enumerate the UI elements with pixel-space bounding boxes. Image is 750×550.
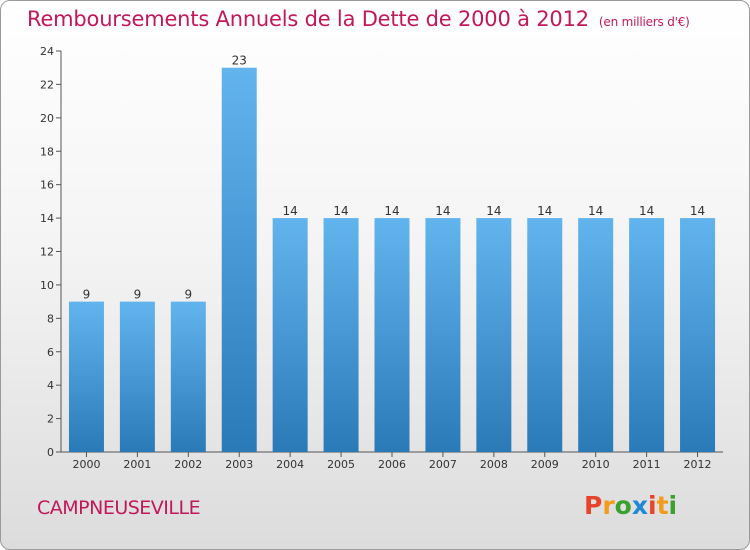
y-tick-label: 18 bbox=[40, 145, 54, 158]
x-tick-label: 2011 bbox=[633, 458, 661, 471]
data-label: 14 bbox=[639, 204, 654, 218]
x-tick-label: 2002 bbox=[174, 458, 202, 471]
bar bbox=[629, 218, 665, 452]
x-tick-label: 2006 bbox=[378, 458, 406, 471]
y-tick-label: 14 bbox=[40, 212, 54, 225]
chart-subtitle: (en milliers d'€) bbox=[598, 15, 690, 29]
bar bbox=[374, 218, 410, 452]
data-label: 14 bbox=[537, 204, 552, 218]
y-tick-label: 0 bbox=[47, 446, 54, 459]
chart-title: Remboursements Annuels de la Dette de 20… bbox=[27, 7, 690, 31]
data-label: 9 bbox=[83, 288, 91, 302]
data-label: 14 bbox=[690, 204, 705, 218]
bar bbox=[578, 218, 614, 452]
x-tick-label: 2000 bbox=[72, 458, 100, 471]
data-label: 23 bbox=[232, 54, 247, 68]
x-tick-label: 2009 bbox=[531, 458, 559, 471]
x-tick-label: 2003 bbox=[225, 458, 253, 471]
x-tick-label: 2005 bbox=[327, 458, 355, 471]
x-tick-label: 2004 bbox=[276, 458, 304, 471]
commune-name: CAMPNEUSEVILLE bbox=[37, 497, 201, 519]
bar bbox=[323, 218, 359, 452]
y-tick-label: 20 bbox=[40, 112, 54, 125]
data-label: 14 bbox=[588, 204, 603, 218]
x-tick-label: 2008 bbox=[480, 458, 508, 471]
data-label: 14 bbox=[435, 204, 450, 218]
data-label: 14 bbox=[486, 204, 501, 218]
y-tick-label: 12 bbox=[40, 246, 54, 259]
data-label: 14 bbox=[384, 204, 399, 218]
data-label: 9 bbox=[134, 288, 142, 302]
y-tick-label: 8 bbox=[47, 312, 54, 325]
x-tick-label: 2007 bbox=[429, 458, 457, 471]
bar bbox=[680, 218, 716, 452]
chart-bars bbox=[68, 67, 716, 452]
bar bbox=[425, 218, 461, 452]
logo-letter: i bbox=[668, 491, 678, 520]
x-tick-label: 2012 bbox=[684, 458, 712, 471]
y-tick-label: 10 bbox=[40, 279, 54, 292]
bar bbox=[68, 301, 104, 452]
data-label: 14 bbox=[283, 204, 298, 218]
chart-labels: 2000 9 2001 9 2002 9 2003 23 2004 14 2005 14 2006 14 2… bbox=[72, 54, 711, 471]
y-tick-label: 6 bbox=[47, 346, 54, 359]
x-tick-label: 2001 bbox=[123, 458, 151, 471]
y-tick-label: 2 bbox=[47, 413, 54, 426]
chart-title-text: Remboursements Annuels de la Dette de 20… bbox=[27, 7, 589, 31]
logo-letter: i bbox=[648, 491, 657, 520]
data-label: 9 bbox=[184, 288, 192, 302]
proxiti-logo[interactable]: Proxiti bbox=[584, 491, 677, 520]
bar bbox=[527, 218, 563, 452]
y-tick-label: 16 bbox=[40, 179, 54, 192]
bar bbox=[119, 301, 155, 452]
bar bbox=[170, 301, 206, 452]
y-tick-label: 24 bbox=[40, 45, 54, 58]
logo-letter: r bbox=[602, 491, 615, 520]
logo-letter: x bbox=[631, 491, 648, 520]
logo-letter: t bbox=[656, 491, 669, 520]
bar bbox=[221, 67, 257, 452]
bar bbox=[476, 218, 512, 452]
logo-letter: o bbox=[614, 491, 632, 520]
bar bbox=[272, 218, 308, 452]
data-label: 14 bbox=[333, 204, 348, 218]
y-tick-label: 22 bbox=[40, 78, 54, 91]
x-tick-label: 2010 bbox=[582, 458, 610, 471]
logo-letter: P bbox=[584, 491, 603, 520]
y-tick-label: 4 bbox=[47, 379, 54, 392]
